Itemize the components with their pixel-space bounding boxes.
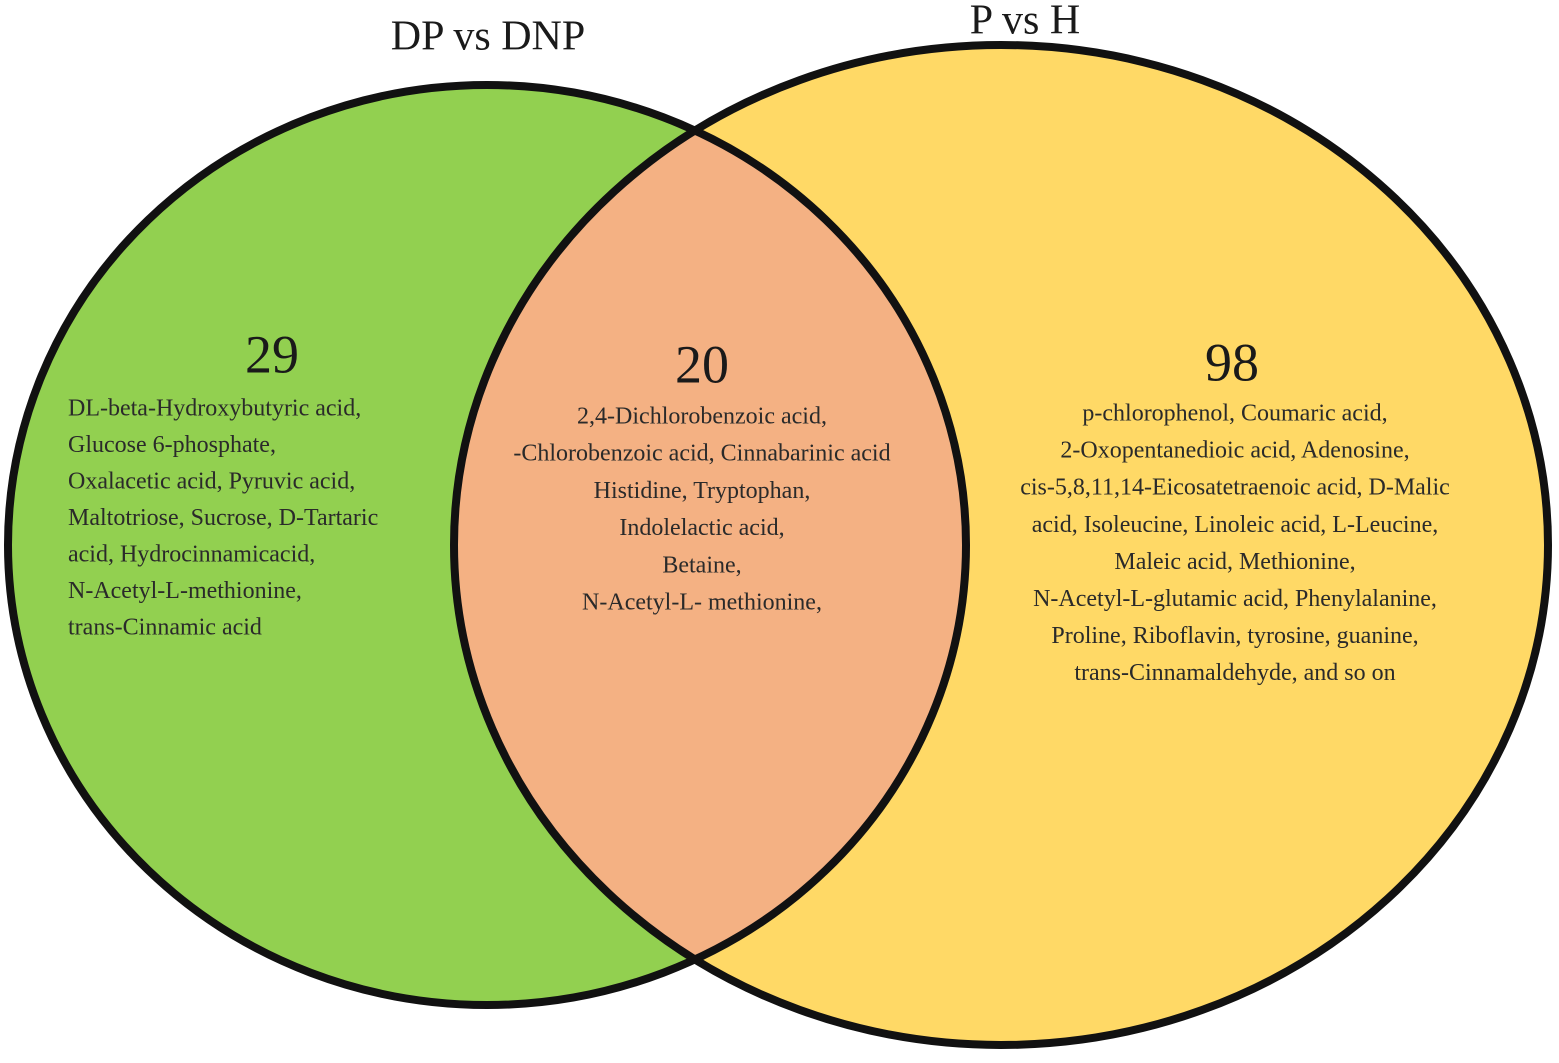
- overlap-item: -Chlorobenzoic acid, Cinnabarinic acid: [513, 441, 890, 467]
- right-title: P vs H: [970, 0, 1080, 44]
- right-item: Proline, Riboflavin, tyrosine, guanine,: [1051, 623, 1418, 649]
- overlap-item: Betaine,: [662, 552, 741, 578]
- overlap-item: 2,4-Dichlorobenzoic acid,: [577, 404, 827, 430]
- overlap-count: 20: [675, 334, 729, 394]
- left-title: DP vs DNP: [391, 14, 586, 60]
- right-outline: [450, 41, 1552, 1049]
- right-item: cis-5,8,11,14-Eicosatetraenoic acid, D-M…: [1020, 475, 1450, 501]
- left-item: Glucose 6-phosphate,: [68, 432, 276, 458]
- left-outline: [4, 81, 970, 1009]
- right-item: trans-Cinnamaldehyde, and so on: [1074, 660, 1395, 686]
- left-item: N-Acetyl-L-methionine,: [68, 578, 302, 604]
- right-item: Maleic acid, Methionine,: [1114, 549, 1355, 575]
- right-count: 98: [1205, 332, 1259, 392]
- overlap-item: Indolelactic acid,: [619, 515, 784, 541]
- left-item: Maltotriose, Sucrose, D-Tartaric: [68, 505, 378, 531]
- right-item: 2-Oxopentanedioic acid, Adenosine,: [1060, 438, 1409, 464]
- right-item: N-Acetyl-L-glutamic acid, Phenylalanine,: [1033, 586, 1437, 612]
- left-item: DL-beta-Hydroxybutyric acid,: [68, 396, 361, 422]
- overlap-item: N-Acetyl-L- methionine,: [582, 590, 822, 616]
- left-count: 29: [245, 324, 299, 384]
- left-item: trans-Cinnamic acid: [68, 615, 262, 641]
- right-item: p-chlorophenol, Coumaric acid,: [1082, 401, 1387, 427]
- overlap-region: [454, 85, 966, 1005]
- overlap-item: Histidine, Tryptophan,: [594, 478, 811, 504]
- right-item: acid, Isoleucine, Linoleic acid, L-Leuci…: [1032, 512, 1438, 538]
- left-item: acid, Hydrocinnamicacid,: [68, 542, 315, 568]
- left-item: Oxalacetic acid, Pyruvic acid,: [68, 469, 355, 495]
